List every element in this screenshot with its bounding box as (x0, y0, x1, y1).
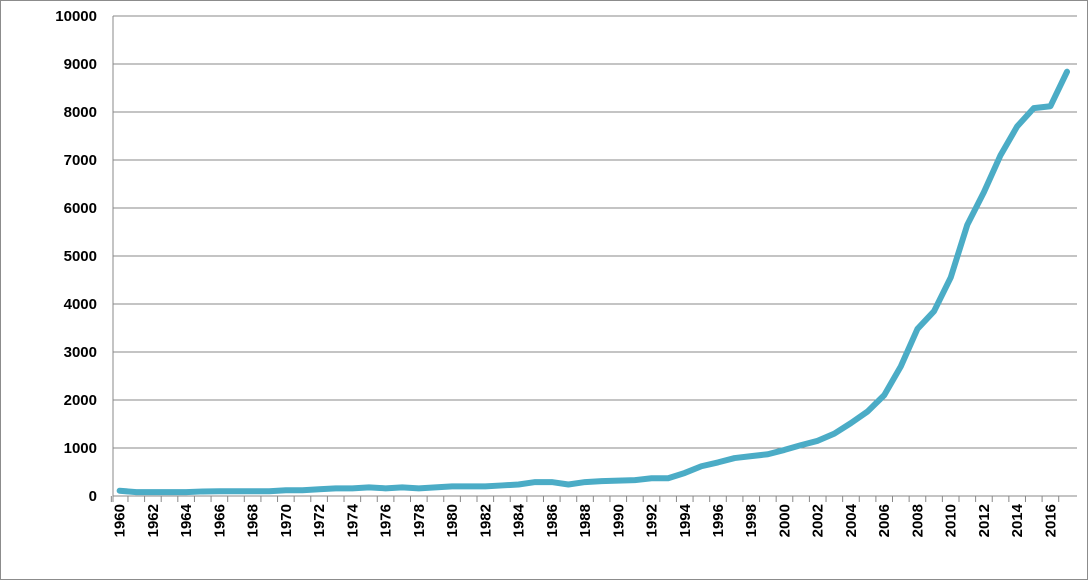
x-tick-label: 1990 (610, 504, 627, 537)
y-tick-label: 3000 (64, 344, 97, 361)
x-tick-label: 2008 (909, 504, 926, 537)
x-tick-label: 1972 (311, 504, 328, 537)
y-tick-label: 6000 (64, 200, 97, 217)
y-tick-label: 0 (89, 488, 97, 505)
x-tick-label: 1964 (178, 503, 195, 537)
y-tick-label: 1000 (64, 440, 97, 457)
x-tick-label: 1988 (577, 504, 594, 537)
x-tick-label: 1968 (245, 504, 262, 537)
x-tick-label: 1998 (743, 504, 760, 537)
x-tick-label: 1976 (378, 504, 395, 537)
x-tick-label: 2014 (1009, 503, 1026, 537)
x-axis-ticks: 1960 1962 1964 1966 1968 1970 1972 1974 1976 1978… (112, 503, 1060, 537)
y-tick-label: 5000 (64, 248, 97, 265)
x-tick-label: 1986 (544, 504, 561, 537)
x-tick-label: 2016 (1042, 504, 1059, 537)
y-tick-label: 7000 (64, 152, 97, 169)
x-tick-label: 2012 (976, 504, 993, 537)
x-tick-label: 1962 (145, 504, 162, 537)
x-tick-label: 1980 (444, 504, 461, 537)
y-tick-label: 9000 (64, 56, 97, 73)
x-tick-label: 1992 (644, 504, 661, 537)
x-tick-label: 2000 (776, 504, 793, 537)
x-tick-label: 1970 (278, 504, 295, 537)
y-tick-label: 4000 (64, 296, 97, 313)
series-line (116, 68, 1071, 496)
x-tick-label: 2002 (810, 504, 827, 537)
gridlines (110, 15, 1077, 502)
x-tick-label: 1982 (477, 504, 494, 537)
y-tick-label: 2000 (64, 392, 97, 409)
x-tick-label: 1996 (710, 504, 727, 537)
y-tick-label: 10000 (55, 8, 97, 25)
x-tick-label: 2004 (843, 503, 860, 537)
y-axis-ticks: 0 1000 2000 3000 4000 5000 6000 7000 8000 9000 100… (55, 8, 97, 505)
x-tick-label: 2010 (943, 504, 960, 537)
series-layer (116, 68, 1071, 496)
x-tick-label: 1994 (677, 503, 694, 537)
x-tick-label: 1984 (511, 503, 528, 537)
x-tick-label: 2006 (876, 504, 893, 537)
x-tick-label: 1974 (344, 503, 361, 537)
x-tick-label: 1966 (211, 504, 228, 537)
x-tick-label: 1978 (411, 504, 428, 537)
x-tick-label: 1960 (112, 504, 129, 537)
y-tick-label: 8000 (64, 104, 97, 121)
